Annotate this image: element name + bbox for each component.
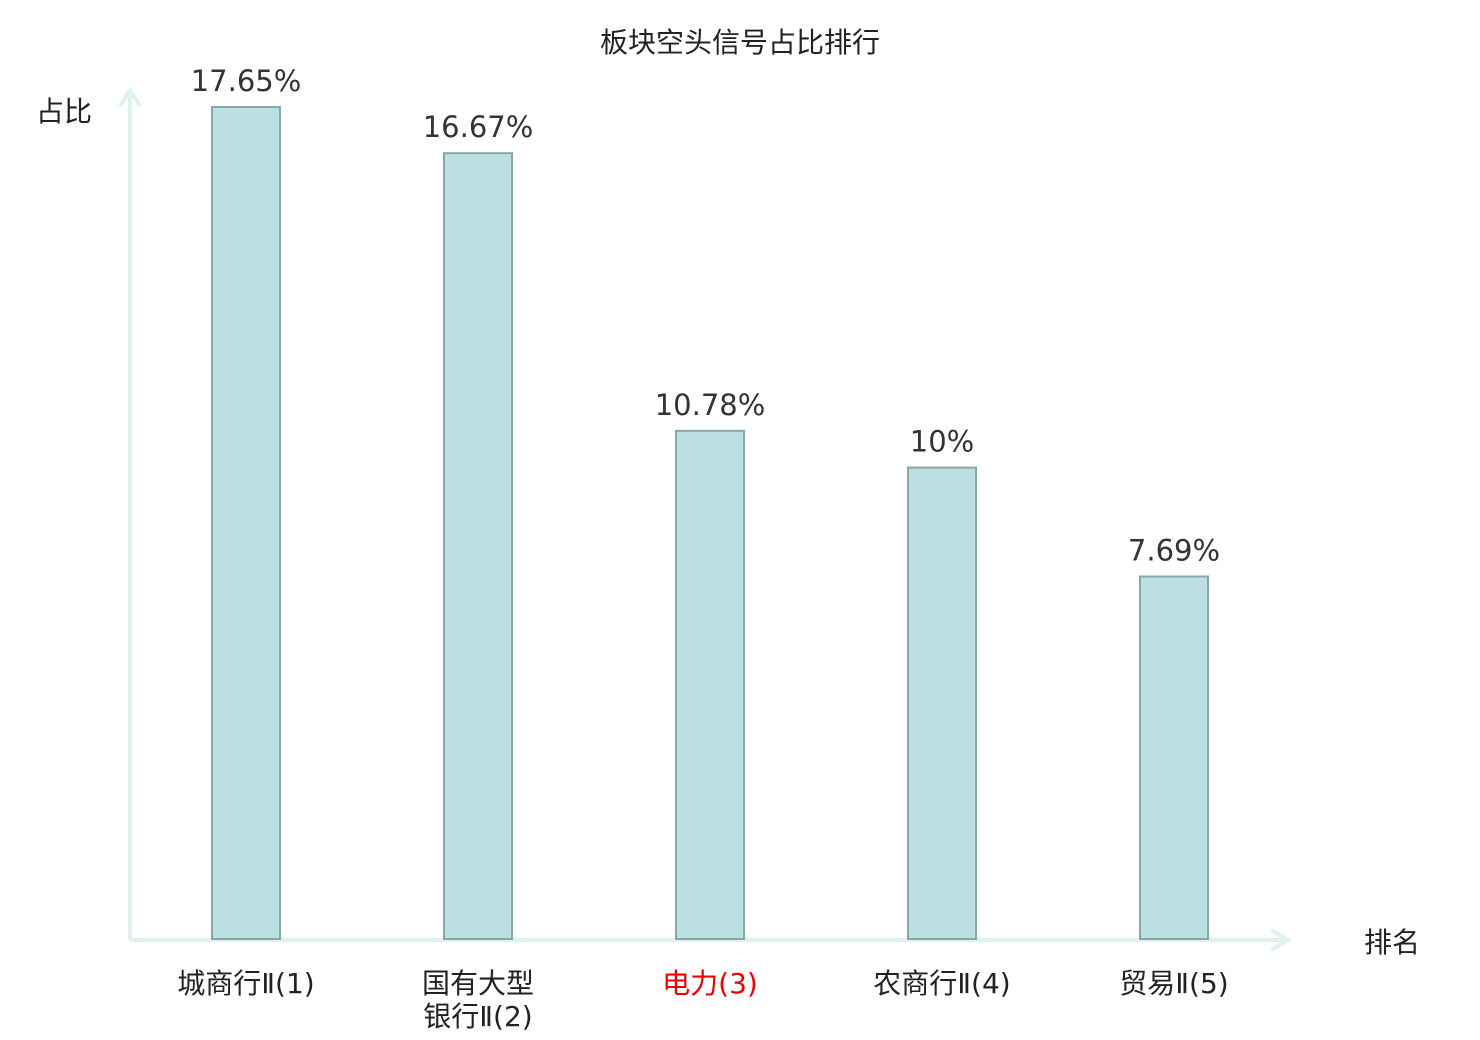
bar-2	[443, 152, 513, 940]
y-axis-label: 占比	[36, 95, 92, 128]
value-label-4: 10%	[910, 425, 974, 459]
x-axis-label: 排名	[1364, 926, 1420, 959]
category-label-2-line-2: 银行Ⅱ(2)	[423, 1000, 532, 1033]
value-label-2: 16.67%	[423, 110, 534, 144]
y-axis-arrow	[118, 86, 142, 108]
bars	[211, 106, 1209, 940]
category-label-5: 贸易Ⅱ(5)	[1119, 967, 1228, 1000]
category-label-2-line-1: 国有大型	[422, 967, 534, 1000]
bar-1	[211, 106, 281, 940]
x-axis-arrow	[1269, 928, 1292, 952]
value-label-1: 17.65%	[191, 64, 302, 98]
bar-3	[675, 429, 745, 940]
category-label-1: 城商行Ⅱ(1)	[177, 967, 314, 1000]
bar-4	[907, 466, 977, 940]
value-label-5: 7.69%	[1128, 534, 1220, 568]
chart-title: 板块空头信号占比排行	[600, 26, 880, 59]
category-label-4: 农商行Ⅱ(4)	[873, 967, 1010, 1000]
category-label-3: 电力(3)	[662, 967, 758, 1000]
value-labels: 17.65% 16.67% 10.78% 10% 7.69%	[191, 64, 1220, 568]
bar-5	[1139, 575, 1209, 940]
value-label-3: 10.78%	[655, 388, 766, 422]
